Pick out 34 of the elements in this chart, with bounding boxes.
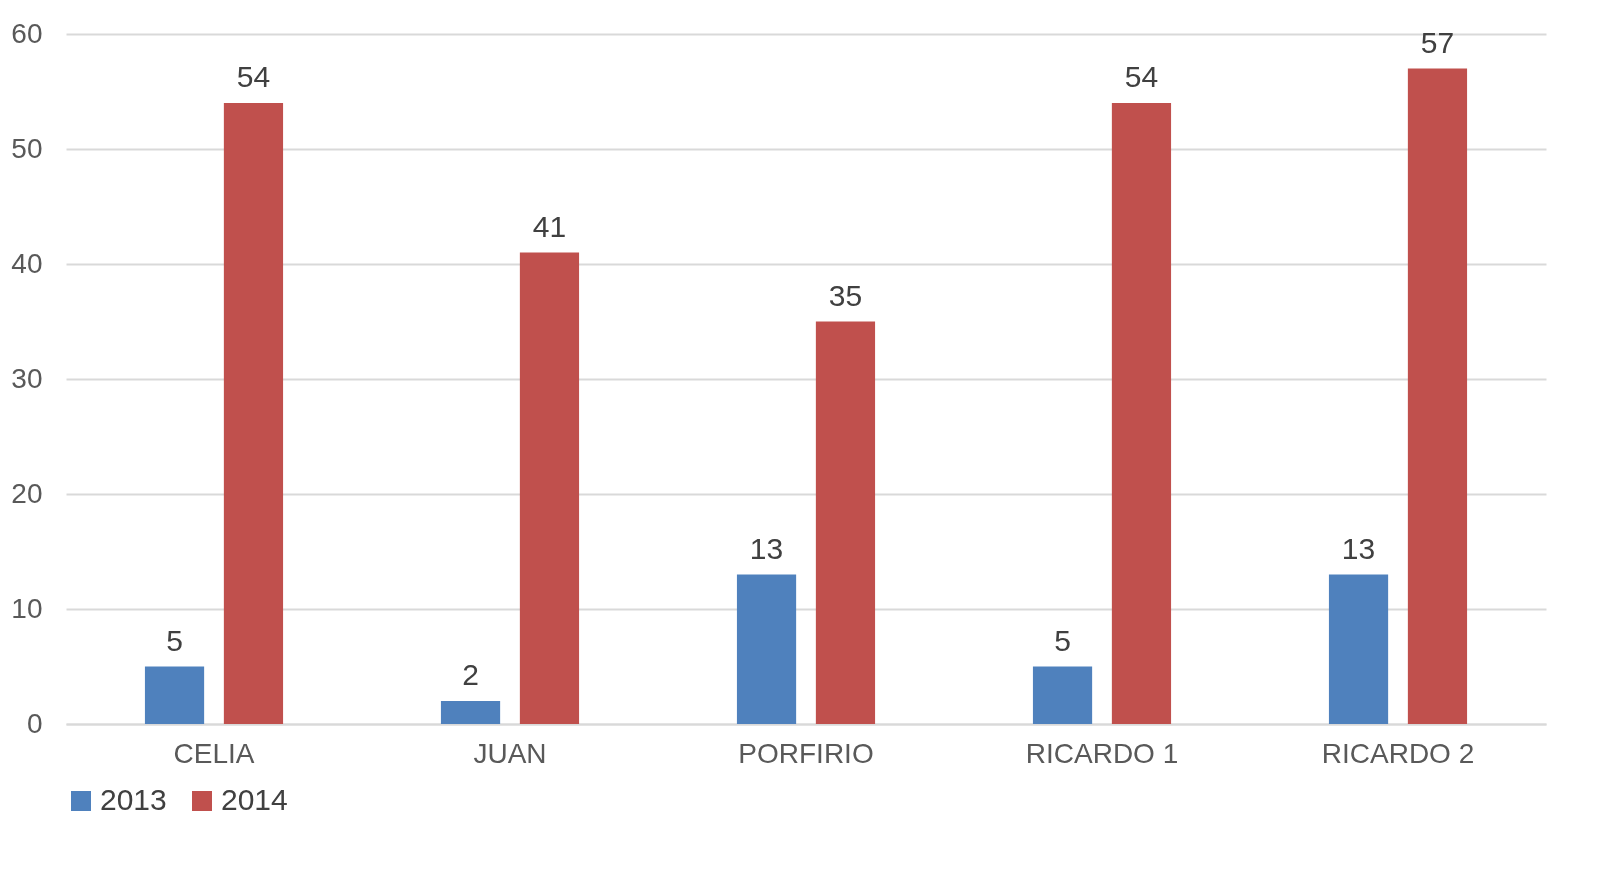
x-tick-label: RICARDO 1 bbox=[1025, 737, 1179, 769]
legend-label: 2014 bbox=[221, 783, 288, 816]
data-label: 5 bbox=[166, 623, 183, 657]
y-tick-label: 60 bbox=[11, 17, 43, 49]
data-label: 13 bbox=[1341, 531, 1376, 565]
x-tick-label: PORFIRIO bbox=[738, 737, 874, 769]
y-tick-label: 10 bbox=[11, 592, 43, 624]
x-tick-label: JUAN bbox=[473, 737, 547, 769]
y-tick-label: 20 bbox=[11, 477, 43, 509]
bar bbox=[1032, 666, 1093, 724]
x-tick-label: RICARDO 2 bbox=[1321, 737, 1475, 769]
data-label: 13 bbox=[749, 531, 784, 565]
data-label: 35 bbox=[828, 278, 863, 312]
y-tick-label: 50 bbox=[11, 132, 43, 164]
bar bbox=[519, 252, 580, 724]
data-label: 57 bbox=[1420, 25, 1455, 59]
data-label: 41 bbox=[532, 209, 567, 243]
x-tick-label: CELIA bbox=[173, 737, 255, 769]
bar bbox=[736, 574, 797, 724]
data-label: 54 bbox=[236, 60, 271, 93]
y-tick-label: 0 bbox=[26, 707, 43, 739]
bar bbox=[1328, 574, 1389, 724]
bar bbox=[223, 103, 284, 724]
y-tick-label: 30 bbox=[11, 362, 43, 394]
legend-label: 2013 bbox=[100, 783, 167, 816]
bar bbox=[144, 666, 205, 724]
bar bbox=[440, 701, 501, 724]
bar bbox=[1111, 103, 1172, 724]
y-tick-label: 40 bbox=[11, 247, 43, 279]
bar bbox=[815, 321, 876, 724]
data-label: 2 bbox=[462, 658, 479, 691]
bar bbox=[1407, 68, 1468, 724]
data-label: 5 bbox=[1054, 623, 1071, 657]
data-label: 54 bbox=[1124, 60, 1159, 93]
